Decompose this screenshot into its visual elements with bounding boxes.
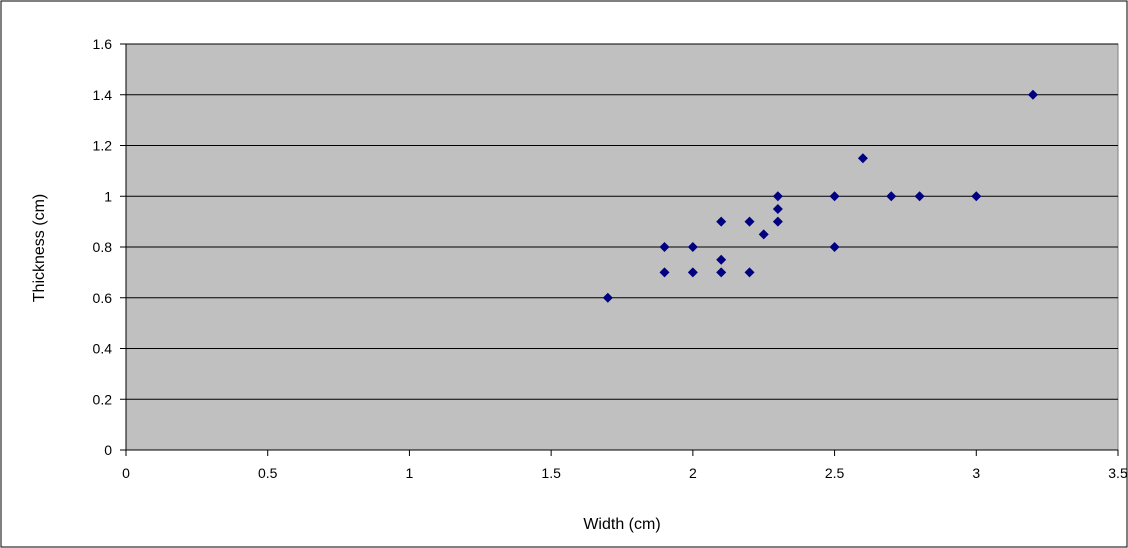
- data-point-marker: [716, 267, 727, 278]
- x-tick-label: 0: [122, 465, 130, 481]
- data-point-marker: [886, 191, 897, 202]
- data-point-marker: [772, 191, 783, 202]
- x-tick-label: 1.5: [541, 465, 561, 481]
- data-point-marker: [914, 191, 925, 202]
- x-tick-labels: 0 0.5 1 1.5 2 2.5 3 3.5: [122, 465, 1128, 481]
- data-point-marker: [659, 267, 670, 278]
- y-tick-label: 1.6: [93, 36, 113, 52]
- data-point-marker: [1027, 89, 1038, 100]
- data-point-marker: [744, 267, 755, 278]
- data-point-marker: [772, 216, 783, 227]
- y-tick-labels: 0 0.2 0.4 0.6 0.8 1 1.2 1.4 1.6: [93, 36, 113, 458]
- x-tick-label: 3.5: [1108, 465, 1128, 481]
- data-points: [602, 89, 1038, 303]
- x-tick-label: 1: [406, 465, 414, 481]
- data-point-marker: [758, 229, 769, 240]
- x-tick-label: 3: [972, 465, 980, 481]
- y-tick-label: 0.4: [93, 341, 113, 357]
- x-tick-label: 2: [689, 465, 697, 481]
- data-point-marker: [602, 292, 613, 303]
- x-tick-label: 2.5: [825, 465, 845, 481]
- x-tick-label: 0.5: [258, 465, 278, 481]
- data-point-marker: [829, 191, 840, 202]
- y-tick-label: 1.4: [93, 87, 113, 103]
- axes: [125, 44, 1119, 456]
- y-tick-label: 0.2: [93, 391, 113, 407]
- data-point-marker: [716, 216, 727, 227]
- y-tick-label: 0: [104, 442, 112, 458]
- y-tick-label: 1.2: [93, 138, 113, 154]
- data-point-marker: [659, 242, 670, 252]
- data-point-marker: [971, 191, 982, 202]
- data-point-marker: [716, 254, 727, 265]
- data-point-marker: [829, 242, 840, 252]
- data-point-marker: [857, 153, 868, 164]
- data-point-marker: [687, 242, 698, 252]
- data-point-marker: [744, 216, 755, 227]
- y-axis-title: Thickness (cm): [31, 194, 48, 302]
- data-point-marker: [772, 203, 783, 214]
- y-tick-label: 0.8: [93, 239, 113, 255]
- y-tick-label: 1: [104, 188, 112, 204]
- y-tick-label: 0.6: [93, 290, 113, 306]
- x-axis-title: Width (cm): [583, 516, 660, 533]
- data-point-marker: [687, 267, 698, 278]
- gridlines: [120, 43, 1118, 451]
